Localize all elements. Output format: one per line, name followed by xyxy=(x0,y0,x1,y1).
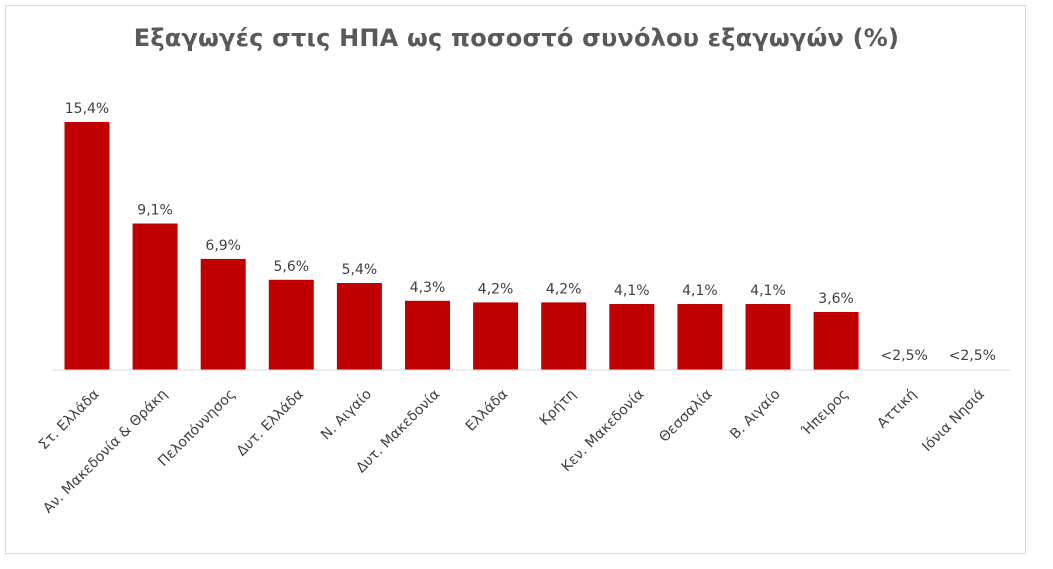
bar xyxy=(132,223,178,370)
data-label: 3,6% xyxy=(818,291,854,307)
category-label: Αττική xyxy=(874,386,919,431)
bar xyxy=(813,312,859,370)
category-label: Κρήτη xyxy=(537,386,580,429)
data-label: 4,1% xyxy=(750,283,786,299)
category-label: Αν. Μακεδονία & Θράκη xyxy=(40,386,170,516)
data-label: 4,3% xyxy=(410,280,446,296)
bar xyxy=(405,300,450,370)
data-label: 6,9% xyxy=(205,238,241,254)
data-label: 9,1% xyxy=(137,203,173,219)
bar xyxy=(473,302,519,370)
category-label: Δυτ. Ελλάδα xyxy=(234,386,307,459)
data-label: 5,4% xyxy=(342,262,378,278)
category-label: Ήπειρος xyxy=(798,386,851,439)
data-label: 4,1% xyxy=(682,283,718,299)
category-label: Στ. Ελλάδα xyxy=(36,386,103,453)
bar xyxy=(336,283,382,370)
category-label: Ιόνια Νησιά xyxy=(919,386,988,455)
category-label: Θεσσαλία xyxy=(656,386,715,445)
bar xyxy=(609,304,655,370)
data-label: 4,1% xyxy=(614,283,650,299)
data-label: 5,6% xyxy=(274,259,310,275)
bar xyxy=(677,304,723,370)
data-label: 4,2% xyxy=(546,281,582,297)
chart-title: Εξαγωγές στις ΗΠΑ ως ποσοστό συνόλου εξα… xyxy=(133,24,900,52)
data-label: 15,4% xyxy=(65,101,109,117)
category-label: Β. Αιγαίο xyxy=(727,386,783,442)
data-label: <2,5% xyxy=(881,348,928,364)
bar xyxy=(541,302,587,370)
category-label: Ν. Αιγαίο xyxy=(318,386,375,443)
bar xyxy=(64,122,110,370)
bar xyxy=(268,279,314,370)
data-label: <2,5% xyxy=(949,348,996,364)
bar xyxy=(745,304,791,370)
category-label: Ελλάδα xyxy=(463,386,511,434)
data-label: 4,2% xyxy=(478,281,514,297)
bar xyxy=(200,258,246,370)
